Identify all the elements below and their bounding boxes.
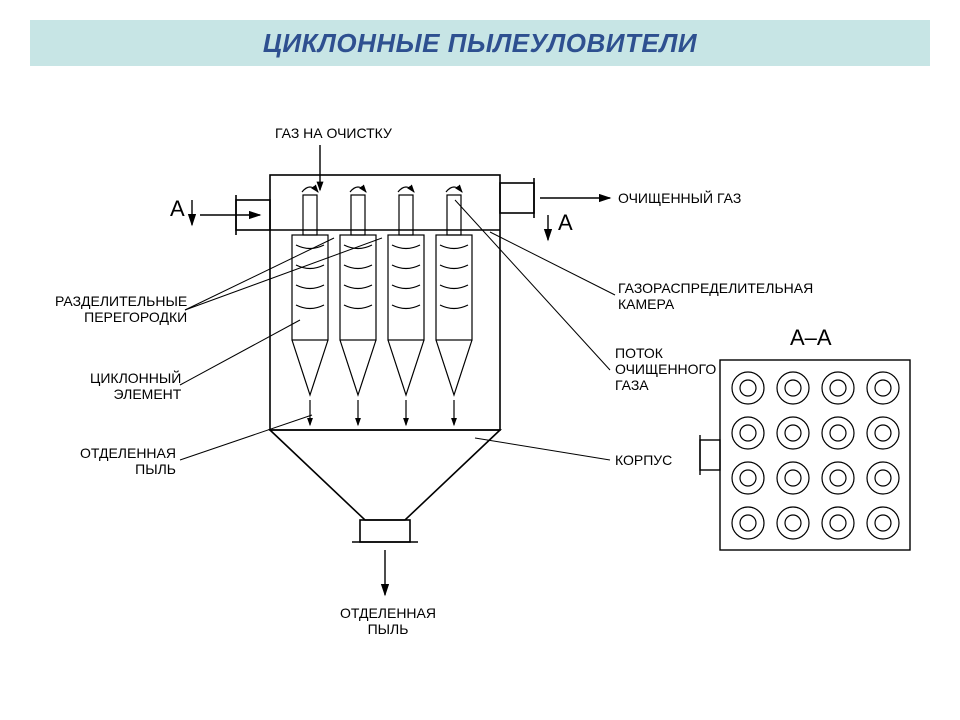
cyclone-diagram	[0, 0, 960, 720]
label-cross-section: А–А	[790, 325, 832, 350]
label-gas-in: ГАЗ НА ОЧИСТКУ	[275, 125, 392, 141]
label-sep-dust-bottom: ОТДЕЛЕННАЯ ПЫЛЬ	[340, 605, 436, 637]
label-clean-gas-flow: ПОТОК ОЧИЩЕННОГО ГАЗА	[615, 345, 716, 393]
label-section-a-left: А	[170, 196, 185, 221]
cross-section-view	[700, 360, 910, 550]
flow-arrows	[200, 145, 610, 595]
cyclone-3	[388, 195, 424, 395]
label-dist-chamber: ГАЗОРАСПРЕДЕЛИТЕЛЬНАЯ КАМЕРА	[618, 280, 813, 312]
cyclone-elements	[292, 187, 472, 425]
label-sep-dust-side: ОТДЕЛЕННАЯ ПЫЛЬ	[80, 445, 176, 477]
cyclone-2	[340, 195, 376, 395]
cyclone-1	[292, 195, 328, 395]
label-gas-out: ОЧИЩЕННЫЙ ГАЗ	[618, 190, 741, 206]
cyclone-4	[436, 195, 472, 395]
label-cyclone-element: ЦИКЛОННЫЙ ЭЛЕМЕНТ	[90, 370, 181, 402]
label-section-a-right: А	[558, 210, 573, 235]
leader-lines	[180, 200, 615, 460]
vessel-body	[236, 175, 534, 542]
label-body: КОРПУС	[615, 452, 672, 468]
label-partitions: РАЗДЕЛИТЕЛЬНЫЕ ПЕРЕГОРОДКИ	[55, 293, 187, 325]
